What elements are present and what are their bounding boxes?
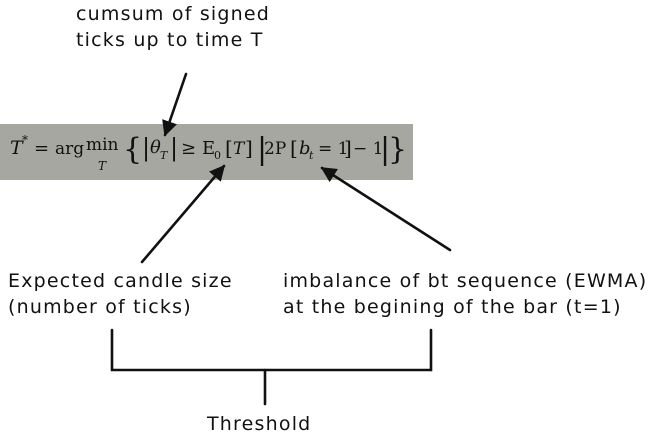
formula-min-sub: T [98, 159, 107, 173]
formula-t-arg: T [233, 139, 246, 159]
formula-expect: E [202, 138, 215, 159]
formula-b-sub: t [309, 149, 314, 162]
annotation-expected-size: Expected candle size (number of ticks) [8, 268, 233, 320]
formula-minus-one: − 1 [353, 139, 383, 159]
formula-rbrack-2: ] [344, 136, 352, 160]
annotation-expected-size-line-1: Expected candle size [8, 270, 233, 292]
formula-min: min [86, 135, 119, 155]
arrow-to-expectation [140, 164, 226, 264]
formula-rbrace: } [388, 132, 407, 167]
formula-expect-sub: 0 [214, 149, 221, 162]
annotation-threshold: Threshold [207, 413, 312, 435]
formula-lhs: T [10, 137, 24, 159]
formula-bar-3: | [257, 132, 267, 167]
annotation-expected-size-line-2: (number of ticks) [8, 296, 192, 318]
formula-eq-one: = 1 [318, 139, 348, 159]
formula-star: * [22, 133, 28, 147]
formula-eq: = [34, 138, 49, 159]
annotation-cumsum-line-2: ticks up to time T [76, 29, 264, 51]
formula-lbrack-2: [ [290, 136, 298, 160]
annotation-cumsum-line-1: cumsum of signed [76, 3, 271, 25]
formula-bar-2: | [170, 134, 178, 163]
formula-bar-1: | [142, 134, 150, 163]
formula-lbrack-1: [ [225, 136, 233, 160]
formula-arg: arg [55, 139, 84, 159]
formula-rbrack-1: ] [245, 136, 253, 160]
formula-bar-4: | [380, 132, 390, 167]
arrow-to-imbalance [320, 166, 452, 252]
threshold-bracket [110, 328, 433, 372]
formula-theta-sub: T [160, 149, 169, 162]
formula-theta: θ [150, 137, 161, 158]
formula-two-p: 2P [264, 139, 286, 159]
formula-band: T * = arg min T { | θ T | ≥ E 0 [ T ] | … [0, 124, 413, 180]
arrow-to-theta [162, 72, 188, 137]
formula-b: b [299, 138, 311, 159]
formula-geq: ≥ [181, 138, 196, 159]
annotation-imbalance-line-1: imbalance of bt sequence (EWMA) [283, 270, 648, 292]
formula-lbrace: { [123, 132, 142, 167]
annotation-imbalance-line-2: at the begining of the bar (t=1) [283, 296, 622, 318]
annotation-imbalance: imbalance of bt sequence (EWMA) at the b… [283, 268, 647, 320]
formula: T * = arg min T { | θ T | ≥ E 0 [ T ] | … [10, 132, 407, 173]
annotation-cumsum: cumsum of signed ticks up to time T [76, 1, 270, 53]
